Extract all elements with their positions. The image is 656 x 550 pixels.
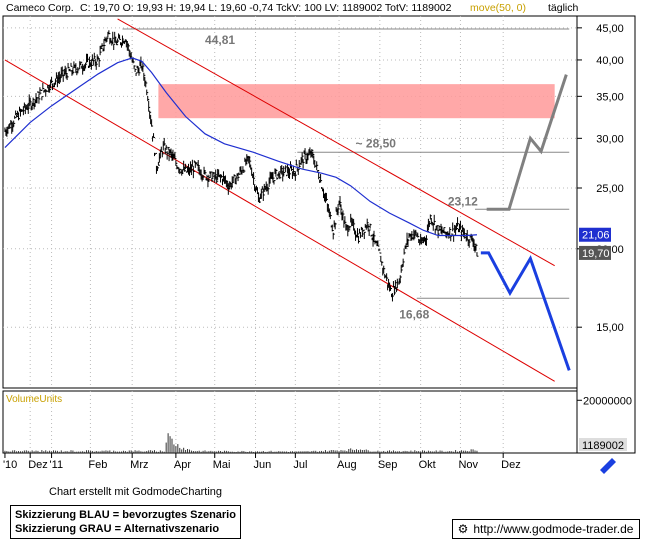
gear-icon: ⚙ [457, 522, 469, 536]
y-tick-label: 25,00 [596, 183, 624, 195]
blue-scenario-path [480, 251, 571, 371]
price-panel-frame [2, 15, 578, 389]
website-link[interactable]: ⚙ http://www.godmode-trader.de [452, 519, 640, 539]
x-tick-label: Apr [174, 459, 191, 471]
pencil-icon [600, 458, 616, 474]
y-tick-label: 15,00 [596, 322, 624, 334]
level-label-16-68: 16,68 [399, 307, 429, 321]
period-label: täglich [548, 2, 579, 14]
grey-scenario-path [486, 74, 568, 211]
channel-upper-line [117, 18, 555, 267]
x-tick-label: Aug [337, 459, 357, 471]
x-tick-label: Mai [213, 459, 231, 471]
website-url: http://www.godmode-trader.de [473, 522, 634, 536]
x-tick-label: Jun [254, 459, 272, 471]
chart-title: Cameco Corp. [6, 2, 74, 14]
x-tick-label: Jul [293, 459, 307, 471]
volume-tick-label: 20000000 [583, 395, 632, 407]
last-price-badge: 19,70 [582, 248, 610, 260]
x-tick-label: Dez [28, 459, 48, 471]
y-tick-label: 45,00 [596, 23, 624, 35]
last-volume-label: 1189002 [582, 440, 624, 452]
last-volume-bg [579, 438, 627, 451]
level-label-28-50: ~ 28,50 [356, 136, 397, 150]
x-tick-label: Mrz [130, 459, 148, 471]
channel-lower-line [4, 59, 555, 382]
x-tick-label: Nov [458, 459, 478, 471]
price-series [4, 30, 479, 302]
y-tick-label: 40,00 [596, 55, 624, 67]
x-tick-label: Sep [378, 459, 398, 471]
moving-average-line [4, 57, 478, 237]
x-tick-label: Feb [88, 459, 107, 471]
x-tick-label: '10 [3, 459, 17, 471]
y-tick-label: 35,00 [596, 91, 624, 103]
chart-credit: Chart erstellt mit GodmodeCharting [49, 486, 223, 498]
volume-panel-frame [2, 390, 578, 454]
level-label-44-81: 44,81 [205, 33, 235, 47]
ma-legend: move(50, 0) [470, 2, 526, 14]
last-price-badge-bg [579, 245, 611, 260]
x-tick-label: '11 [50, 459, 64, 471]
scenario-legend: Skizzierung BLAU = bevorzugtes Szenario … [10, 505, 241, 539]
legend-grey-scenario: Skizzierung GRAU = Alternativszenario [15, 523, 220, 535]
x-tick-label: Okt [419, 459, 436, 471]
y-tick-label: 30,00 [596, 133, 624, 145]
volume-label: VolumeUnits [6, 394, 62, 405]
last-ma-badge-bg [579, 227, 611, 242]
x-tick-label: Dez [501, 459, 521, 471]
legend-blue-scenario: Skizzierung BLAU = bevorzugtes Szenario [15, 509, 236, 521]
quote-line: C: 19,70 O: 19,93 H: 19,94 L: 19,60 -0,7… [80, 2, 452, 14]
volume-series [4, 433, 478, 453]
level-label-23-12: 23,12 [448, 194, 478, 208]
resistance-zone [158, 84, 555, 119]
last-ma-badge: 21,06 [582, 230, 610, 242]
